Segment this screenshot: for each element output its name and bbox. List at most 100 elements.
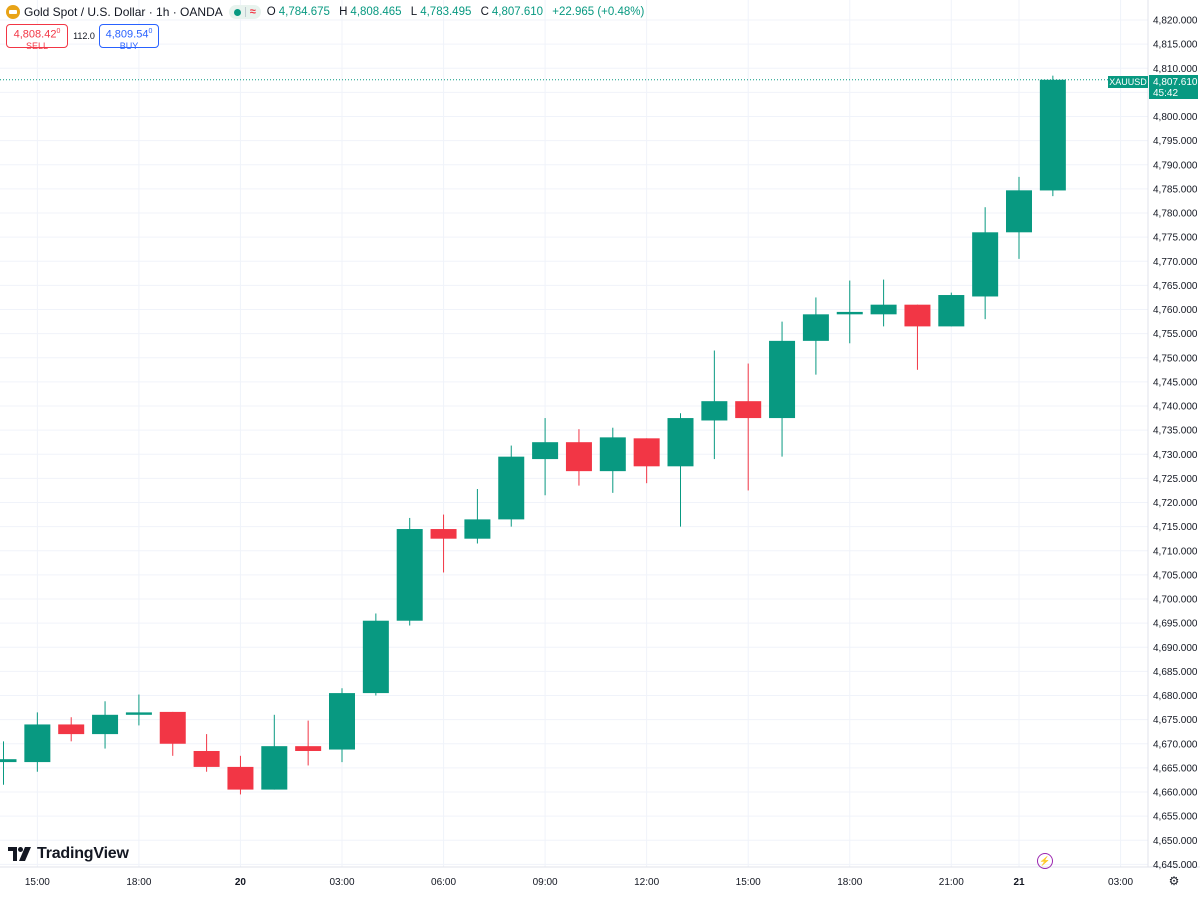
price-tick-label: 4,705.000 bbox=[1153, 570, 1198, 581]
candle bbox=[159, 711, 186, 756]
open-value: 4,784.675 bbox=[278, 6, 330, 18]
price-axis[interactable]: 4,820.0004,815.0004,810.0004,805.0004,80… bbox=[1153, 16, 1198, 871]
candle-body bbox=[430, 529, 457, 539]
candle-body bbox=[938, 295, 965, 327]
candle bbox=[295, 720, 322, 766]
time-tick-label: 12:00 bbox=[634, 877, 659, 888]
price-tick-label: 4,780.000 bbox=[1153, 209, 1198, 220]
candle bbox=[58, 717, 85, 742]
price-tick-label: 4,725.000 bbox=[1153, 474, 1198, 485]
candlesticks bbox=[0, 75, 1066, 795]
gear-icon[interactable]: ⚙ bbox=[1168, 874, 1180, 888]
time-tick-label: 03:00 bbox=[329, 877, 354, 888]
time-axis[interactable]: 15:00 18:00 20 03:00 06:00 09:00 12:00 15:00 18:… bbox=[25, 877, 1134, 888]
candle-body bbox=[58, 724, 85, 735]
candle-body bbox=[0, 759, 17, 763]
candle-body bbox=[464, 519, 491, 539]
candle bbox=[735, 363, 762, 491]
buy-price-sup: 0 bbox=[148, 28, 153, 35]
candle bbox=[667, 413, 694, 527]
candle-body bbox=[972, 232, 999, 297]
buy-button[interactable]: 4,809.540 BUY bbox=[99, 24, 159, 51]
price-tick-label: 4,700.000 bbox=[1153, 595, 1198, 606]
candle bbox=[802, 297, 829, 375]
sell-price-sup: 0 bbox=[56, 28, 61, 35]
price-tick-label: 4,685.000 bbox=[1153, 667, 1198, 678]
candle bbox=[193, 734, 220, 772]
price-tick-label: 4,775.000 bbox=[1153, 233, 1198, 244]
price-tick-label: 4,670.000 bbox=[1153, 739, 1198, 750]
candle-body bbox=[329, 693, 355, 750]
close-label: C bbox=[480, 6, 489, 18]
price-tick-label: 4,755.000 bbox=[1153, 329, 1198, 340]
last-price-label: 4,807.610 45:42 bbox=[1149, 75, 1198, 99]
candle-body bbox=[362, 620, 389, 694]
candle-body bbox=[532, 442, 559, 460]
price-tick-label: 4,650.000 bbox=[1153, 836, 1198, 847]
candle-body bbox=[193, 750, 220, 767]
price-tick-label: 4,785.000 bbox=[1153, 184, 1198, 195]
ohlc-values: O 4,784.675 H 4,808.465 L 4,783.495 C 4,807.… bbox=[267, 6, 648, 18]
horizontal-gridlines bbox=[0, 19, 1148, 865]
time-tick-label: 06:00 bbox=[431, 877, 456, 888]
candle bbox=[1006, 176, 1032, 259]
price-tick-label: 4,820.000 bbox=[1153, 16, 1198, 27]
close-value: 4,807.610 bbox=[491, 6, 544, 18]
candle bbox=[92, 701, 119, 749]
candle-body bbox=[904, 304, 931, 327]
sell-price: 4,808.42 bbox=[13, 28, 57, 41]
symbol-price-label: XAUUSD bbox=[1108, 76, 1148, 88]
candle bbox=[938, 292, 965, 327]
candle bbox=[329, 688, 355, 763]
price-tick-label: 4,760.000 bbox=[1153, 305, 1198, 316]
price-tick-label: 4,800.000 bbox=[1153, 112, 1198, 123]
candle bbox=[769, 321, 796, 457]
candle-body bbox=[295, 746, 322, 751]
candle-body bbox=[667, 418, 694, 467]
price-tick-label: 4,690.000 bbox=[1153, 643, 1198, 654]
price-tick-label: 4,795.000 bbox=[1153, 136, 1198, 147]
candle-body bbox=[701, 401, 728, 421]
candle-body bbox=[498, 456, 525, 520]
price-tick-label: 4,810.000 bbox=[1153, 64, 1198, 75]
price-tick-label: 4,740.000 bbox=[1153, 402, 1198, 413]
candle bbox=[0, 741, 17, 785]
price-tick-label: 4,675.000 bbox=[1153, 715, 1198, 726]
badge-divider bbox=[244, 7, 246, 17]
candle bbox=[904, 304, 931, 370]
candle bbox=[870, 279, 897, 327]
price-tick-label: 4,815.000 bbox=[1153, 40, 1198, 51]
candle bbox=[565, 429, 592, 486]
market-status-badge[interactable]: ≈ bbox=[228, 5, 261, 19]
price-tick-label: 4,720.000 bbox=[1153, 498, 1198, 509]
buy-label: BUY bbox=[119, 40, 139, 51]
candle-body bbox=[870, 304, 897, 315]
bar-countdown: 45:42 bbox=[1153, 88, 1178, 99]
symbol-title[interactable]: Gold Spot / U.S. Dollar · 1h · OANDA bbox=[24, 5, 223, 19]
candle bbox=[396, 517, 423, 626]
price-tick-label: 4,665.000 bbox=[1153, 763, 1198, 774]
tradingview-logo[interactable]: TradingView bbox=[8, 845, 129, 863]
price-tick-label: 4,710.000 bbox=[1153, 546, 1198, 557]
buy-price: 4,809.54 bbox=[105, 28, 149, 41]
candle-body bbox=[802, 314, 829, 341]
last-price-value: 4,807.610 bbox=[1153, 77, 1198, 88]
low-value: 4,783.495 bbox=[420, 6, 472, 18]
market-open-dot-icon bbox=[233, 8, 241, 16]
lightning-icon[interactable]: ⚡ bbox=[1037, 853, 1053, 869]
candle bbox=[362, 613, 389, 696]
time-tick-label: 03:00 bbox=[1108, 877, 1133, 888]
price-tick-label: 4,645.000 bbox=[1153, 860, 1198, 871]
change-value: +22.965 (+0.48%) bbox=[552, 6, 645, 18]
candle bbox=[701, 350, 728, 460]
candle-body bbox=[159, 711, 186, 744]
price-tick-label: 4,790.000 bbox=[1153, 160, 1198, 171]
candle bbox=[125, 694, 152, 726]
candle-body bbox=[1006, 190, 1032, 233]
candle-body bbox=[396, 529, 423, 621]
time-tick-label: 20 bbox=[235, 877, 247, 888]
last-price-box bbox=[1149, 75, 1198, 99]
sell-button[interactable]: 4,808.420 SELL bbox=[6, 24, 68, 51]
candle bbox=[430, 514, 457, 573]
